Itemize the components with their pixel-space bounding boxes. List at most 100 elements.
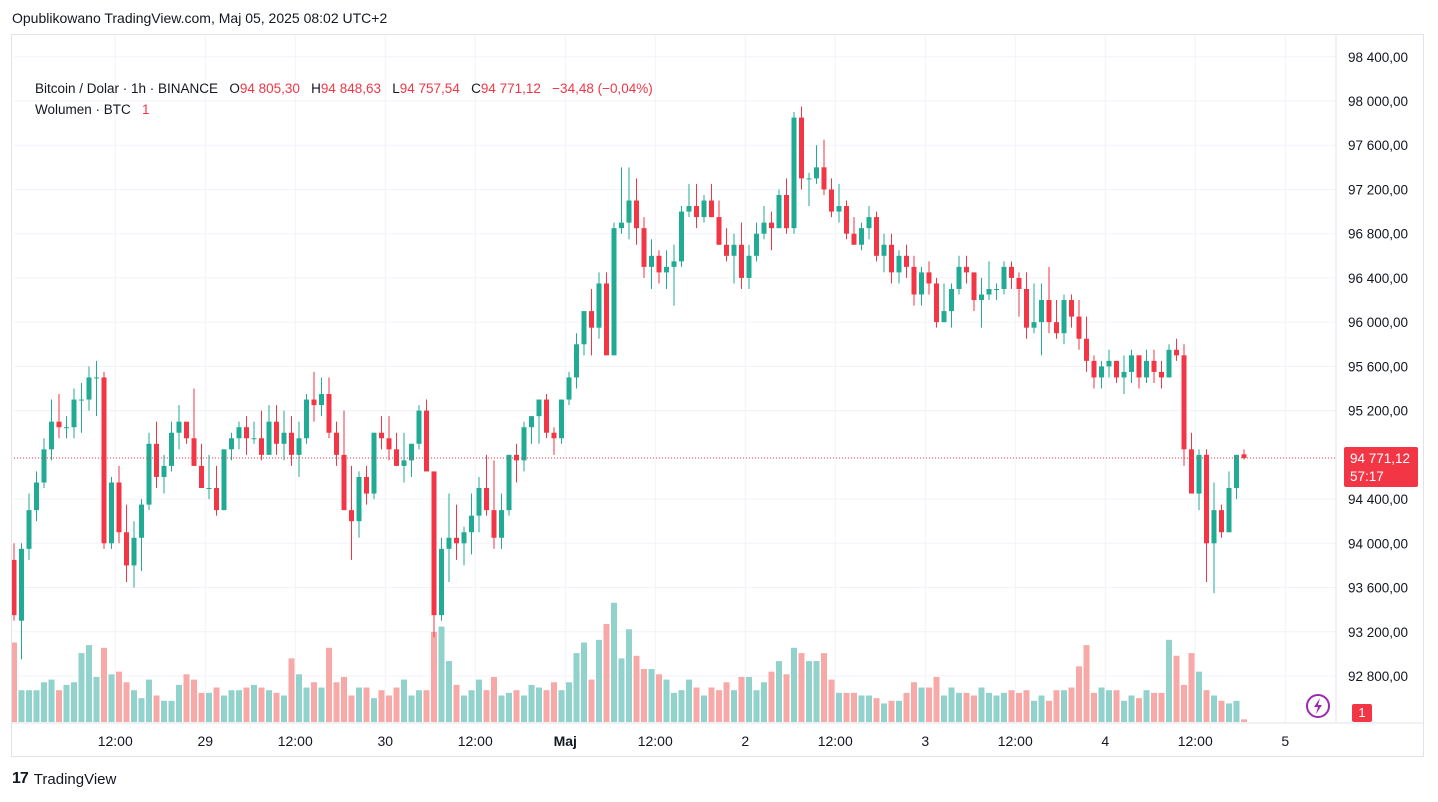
volume-bar: [258, 687, 265, 722]
volume-bar: [371, 698, 377, 722]
volume-bar: [671, 692, 677, 722]
candle-body: [334, 432, 339, 455]
candle-body: [619, 222, 624, 229]
volume-bar: [753, 690, 760, 722]
close-value: 94 771,12: [480, 81, 541, 96]
volume-bar: [543, 690, 550, 722]
candle-body: [71, 399, 77, 428]
symbol-title[interactable]: Bitcoin / Dolar · 1h · BINANCE: [35, 81, 219, 96]
candle-body: [341, 454, 347, 511]
volume-bar: [858, 695, 865, 722]
candle-body: [251, 438, 257, 440]
candle-body: [184, 421, 189, 439]
last-price-badge: [1344, 447, 1418, 488]
volume-bar: [1218, 700, 1225, 722]
volume-bar: [1091, 692, 1097, 722]
footer-brand[interactable]: 17 TradingView: [12, 770, 116, 788]
volume-bar: [303, 687, 310, 722]
volume-bar: [1128, 695, 1135, 722]
volume-bar: [483, 690, 490, 722]
close-label: C: [471, 81, 481, 96]
volume-bar: [573, 653, 580, 722]
candle-body: [304, 399, 309, 439]
volume-bar: [783, 674, 790, 722]
candle-body: [986, 288, 992, 295]
volume-bar: [506, 692, 512, 722]
time-tick-label: 30: [377, 733, 393, 749]
volume-bar: [266, 690, 272, 722]
candle-body: [574, 344, 579, 378]
candle-body: [694, 206, 699, 218]
candle-body: [739, 244, 744, 278]
volume-value: 1: [142, 102, 150, 117]
candle-body: [26, 510, 32, 549]
volume-bar: [993, 695, 1000, 722]
price-tick-label: 94 400,00: [1348, 492, 1408, 507]
candle-body: [1076, 316, 1082, 339]
candle-body: [896, 255, 902, 273]
candle-body: [769, 222, 774, 229]
volume-bar: [1046, 700, 1052, 722]
candle-body: [476, 488, 482, 516]
volume-bar: [851, 692, 857, 722]
volume-bar: [393, 687, 400, 722]
volume-bar: [551, 682, 557, 722]
volume-bar: [146, 679, 152, 722]
volume-bar: [138, 698, 145, 722]
candle-body: [1219, 510, 1224, 533]
volume-bar: [656, 674, 662, 722]
volume-bar: [1008, 690, 1015, 722]
candle-body: [851, 233, 857, 245]
candle-body: [1189, 449, 1194, 494]
candle-body: [971, 272, 977, 301]
volume-bar: [1136, 698, 1142, 722]
volume-label[interactable]: Wolumen · BTC: [35, 102, 131, 117]
price-tick-label: 97 200,00: [1348, 182, 1408, 197]
candle-body: [566, 377, 572, 400]
candle-body: [904, 255, 909, 267]
volume-bar: [693, 687, 700, 722]
lightning-icon[interactable]: [1306, 694, 1330, 718]
volume-bar: [356, 687, 362, 722]
volume-bar: [1158, 692, 1165, 722]
candle-body: [784, 194, 789, 229]
volume-bar: [1151, 692, 1157, 722]
volume-bar: [738, 676, 745, 722]
volume-bar: [798, 653, 805, 722]
candle-body: [424, 410, 429, 472]
volume-bar: [101, 647, 107, 722]
volume-bar: [1166, 639, 1172, 722]
volume-bar: [296, 674, 302, 722]
volume-bar: [206, 692, 212, 722]
candle-body: [12, 559, 17, 616]
volume-bar: [918, 687, 925, 722]
volume-badge: [1352, 704, 1372, 722]
time-tick-label: 29: [197, 733, 213, 749]
candle-body: [994, 288, 999, 290]
last-price-label: 94 771,12: [1350, 451, 1410, 466]
candle-body: [386, 438, 392, 450]
candle-body: [274, 421, 279, 444]
high-value: 94 848,63: [320, 81, 381, 96]
candle-body: [514, 454, 519, 461]
candle-body: [161, 465, 167, 477]
candle-body: [454, 537, 459, 544]
volume-bar: [33, 690, 40, 722]
volume-bar: [41, 682, 47, 722]
volume-bar: [86, 645, 92, 722]
volume-bar: [648, 669, 655, 722]
candle-body: [1031, 322, 1037, 328]
volume-bar: [498, 695, 505, 722]
chart-frame[interactable]: 98 400,00 98 000,00 97 600,00 97 200,00 96 8…: [11, 34, 1424, 757]
candle-body: [221, 449, 227, 511]
volume-bar: [468, 690, 475, 722]
volume-bar: [363, 687, 370, 722]
volume-bar: [288, 658, 295, 722]
volume-bar: [1031, 700, 1037, 722]
candle-body: [94, 377, 99, 379]
candle-body: [634, 200, 639, 229]
volume-bar: [1098, 687, 1105, 722]
chart-canvas[interactable]: 98 400,00 98 000,00 97 600,00 97 200,00 96 8…: [12, 35, 1423, 756]
candle-body: [64, 427, 69, 429]
candle-body: [199, 465, 204, 489]
